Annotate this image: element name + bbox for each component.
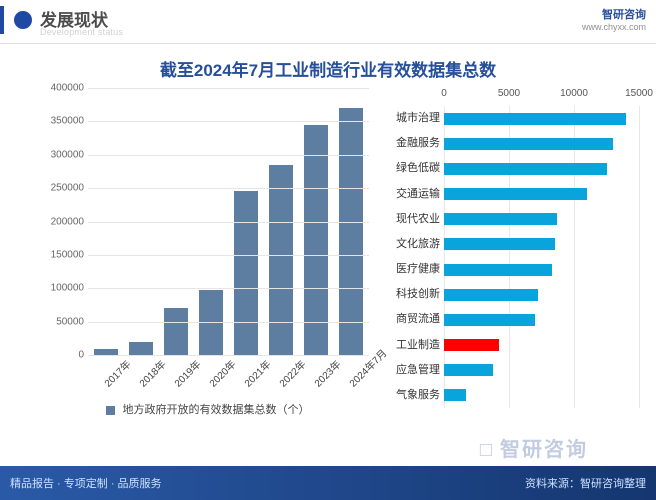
hbar-row: 现代农业: [444, 207, 639, 232]
brand-name: 智研咨询: [582, 6, 646, 22]
hbar-bar: [444, 389, 466, 401]
legend-label: 地方政府开放的有效数据集总数（个）: [123, 404, 310, 416]
hbar-bar: [444, 188, 587, 200]
hbar-xtick: 5000: [498, 88, 520, 99]
hbar-row: 气象服务: [444, 383, 639, 408]
column-gridline: [88, 288, 369, 289]
column-ytick: 0: [40, 350, 84, 361]
hbar-xtick: 10000: [560, 88, 588, 99]
column-ytick: 150000: [40, 249, 84, 260]
hbar-category-label: 文化旅游: [386, 232, 440, 257]
column-gridline: [88, 322, 369, 323]
column-bar: [304, 125, 328, 355]
hbar-bar: [444, 314, 535, 326]
chart-title: 截至2024年7月工业制造行业有效数据集总数: [0, 56, 656, 81]
hbar-row: 医疗健康: [444, 257, 639, 282]
column-chart-legend: 地方政府开放的有效数据集总数（个）: [43, 401, 373, 417]
hbar-bar: [444, 339, 499, 351]
brand-block: 智研咨询 www.chyxx.com: [582, 6, 646, 32]
hbar-gridline: [639, 106, 640, 408]
column-xlabel: 2023年: [310, 356, 343, 389]
footer-left: 精品报告 · 专项定制 · 品质服务: [10, 475, 162, 491]
column-gridline: [88, 255, 369, 256]
hbar-row: 城市治理: [444, 106, 639, 131]
column-bar: [164, 308, 188, 355]
column-xlabel: 2020年: [205, 356, 238, 389]
column-xlabel: 2017年: [100, 356, 133, 389]
hbar-category-label: 绿色低碳: [386, 156, 440, 181]
hbar-bar: [444, 238, 555, 250]
column-gridline: [88, 88, 369, 89]
column-ytick: 300000: [40, 149, 84, 160]
hbar-bar: [444, 289, 538, 301]
hbar-row: 应急管理: [444, 358, 639, 383]
hbar-bar: [444, 138, 613, 150]
hbar-bar: [444, 163, 607, 175]
hbar-xtick: 15000: [625, 88, 653, 99]
column-ytick: 100000: [40, 283, 84, 294]
hbar-row: 文化旅游: [444, 232, 639, 257]
hbar-category-label: 交通运输: [386, 182, 440, 207]
column-ytick: 250000: [40, 183, 84, 194]
column-chart: 0 50000 100000 150000 200000 250000 300000 3500…: [43, 82, 373, 417]
column-bar: [199, 290, 223, 355]
hbar-category-label: 工业制造: [386, 333, 440, 358]
column-chart-plot: 0500001000001500002000002500003000003500…: [88, 88, 369, 355]
hbar-category-label: 科技创新: [386, 282, 440, 307]
column-xlabel: 2019年: [170, 356, 203, 389]
hbar-category-label: 应急管理: [386, 358, 440, 383]
header-accent-strip: [0, 6, 4, 34]
column-ytick: 400000: [40, 83, 84, 94]
hbar-category-label: 商贸流通: [386, 307, 440, 332]
column-gridline: [88, 222, 369, 223]
column-ytick: 200000: [40, 216, 84, 227]
hbar-row: 绿色低碳: [444, 156, 639, 181]
hbar-category-label: 现代农业: [386, 207, 440, 232]
footer-bar: 精品报告 · 专项定制 · 品质服务 资料来源：智研咨询整理: [0, 466, 656, 500]
hbar-bar: [444, 264, 552, 276]
hbar-row: 金融服务: [444, 131, 639, 156]
hbar-chart: 050001000015000 城市治理金融服务绿色低碳交通运输现代农业文化旅游…: [386, 88, 641, 408]
column-bar: [339, 108, 363, 355]
column-gridline: [88, 121, 369, 122]
hbar-row: 科技创新: [444, 282, 639, 307]
hbar-row: 交通运输: [444, 182, 639, 207]
hbar-plot: 城市治理金融服务绿色低碳交通运输现代农业文化旅游医疗健康科技创新商贸流通工业制造…: [444, 106, 639, 408]
hbar-category-label: 城市治理: [386, 106, 440, 131]
hbar-row: 工业制造: [444, 333, 639, 358]
column-bar: [234, 191, 258, 355]
hbar-bar: [444, 364, 493, 376]
column-bar: [129, 342, 153, 355]
column-xlabel: 2022年: [275, 356, 308, 389]
hbar-category-label: 气象服务: [386, 383, 440, 408]
footer-source: 资料来源：智研咨询整理: [525, 475, 646, 491]
header-dot-icon: [14, 11, 32, 29]
hbar-bar: [444, 213, 557, 225]
hbar-xaxis: 050001000015000: [444, 88, 639, 106]
column-xlabel: 2018年: [135, 356, 168, 389]
page: { "header": { "title_cn": "发展现状", "title…: [0, 0, 656, 500]
header-subtitle: Development status: [40, 27, 123, 37]
hbar-category-label: 医疗健康: [386, 257, 440, 282]
column-gridline: [88, 155, 369, 156]
column-ytick: 350000: [40, 116, 84, 127]
header-bar: 发展现状 Development status 智研咨询 www.chyxx.c…: [0, 0, 656, 44]
column-bar: [269, 165, 293, 355]
hbar-category-label: 金融服务: [386, 131, 440, 156]
charts-area: 0500001000001500002000002500003000003500…: [8, 82, 648, 456]
hbar-bar: [444, 113, 626, 125]
column-ytick: 50000: [40, 316, 84, 327]
brand-url: www.chyxx.com: [582, 22, 646, 32]
column-xlabel: 2021年: [240, 356, 273, 389]
column-gridline: [88, 355, 369, 356]
hbar-row: 商贸流通: [444, 307, 639, 332]
column-gridline: [88, 188, 369, 189]
hbar-xtick: 0: [441, 88, 447, 99]
legend-swatch-icon: [106, 406, 115, 415]
